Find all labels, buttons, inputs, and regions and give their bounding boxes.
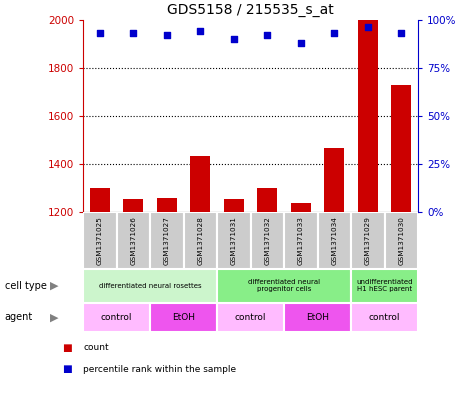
Text: GSM1371027: GSM1371027 [164,216,170,265]
Text: cell type: cell type [5,281,47,291]
Bar [90,188,110,393]
Bar [317,212,351,269]
Bar [150,303,217,332]
Text: differentiated neural rosettes: differentiated neural rosettes [99,283,201,289]
Bar [184,212,217,269]
Text: GSM1371034: GSM1371034 [331,216,337,265]
Bar [351,212,385,269]
Bar [217,269,351,303]
Bar [284,212,318,269]
Text: GSM1371026: GSM1371026 [130,216,136,265]
Bar [257,188,277,393]
Title: GDS5158 / 215535_s_at: GDS5158 / 215535_s_at [167,3,334,17]
Text: GSM1371031: GSM1371031 [231,216,237,265]
Text: agent: agent [5,312,33,322]
Bar [251,212,284,269]
Bar [190,156,210,393]
Point [197,28,204,34]
Text: EtOH: EtOH [306,313,329,322]
Bar [358,20,378,393]
Bar [150,212,184,269]
Text: control: control [101,313,133,322]
Bar [391,84,411,393]
Point [230,36,238,42]
Bar [284,303,351,332]
Text: EtOH: EtOH [172,313,195,322]
Bar [124,199,143,393]
Point [297,40,304,46]
Point [163,32,171,38]
Bar [83,269,217,303]
Bar [291,203,311,393]
Point [96,30,104,36]
Bar [83,212,117,269]
Text: GSM1371032: GSM1371032 [264,216,270,265]
Bar [217,303,284,332]
Text: percentile rank within the sample: percentile rank within the sample [83,365,236,374]
Bar [385,212,418,269]
Bar [157,198,177,393]
Text: GSM1371028: GSM1371028 [197,216,203,265]
Text: control: control [235,313,266,322]
Text: ■: ■ [62,343,72,353]
Text: undifferentiated
H1 hESC parent: undifferentiated H1 hESC parent [356,279,413,292]
Bar [83,303,150,332]
Bar [324,149,344,393]
Point [331,30,338,36]
Text: GSM1371025: GSM1371025 [97,216,103,265]
Point [398,30,405,36]
Point [264,32,271,38]
Text: GSM1371030: GSM1371030 [398,216,404,265]
Text: GSM1371029: GSM1371029 [365,216,371,265]
Bar [117,212,150,269]
Bar [224,199,244,393]
Text: differentiated neural
progenitor cells: differentiated neural progenitor cells [248,279,320,292]
Bar [217,212,251,269]
Text: GSM1371033: GSM1371033 [298,216,304,265]
Text: control: control [369,313,400,322]
Text: ▶: ▶ [50,281,59,291]
Point [364,24,371,31]
Text: ▶: ▶ [50,312,59,322]
Bar [351,269,418,303]
Bar [351,303,418,332]
Text: count: count [83,343,109,352]
Point [130,30,137,36]
Text: ■: ■ [62,364,72,375]
